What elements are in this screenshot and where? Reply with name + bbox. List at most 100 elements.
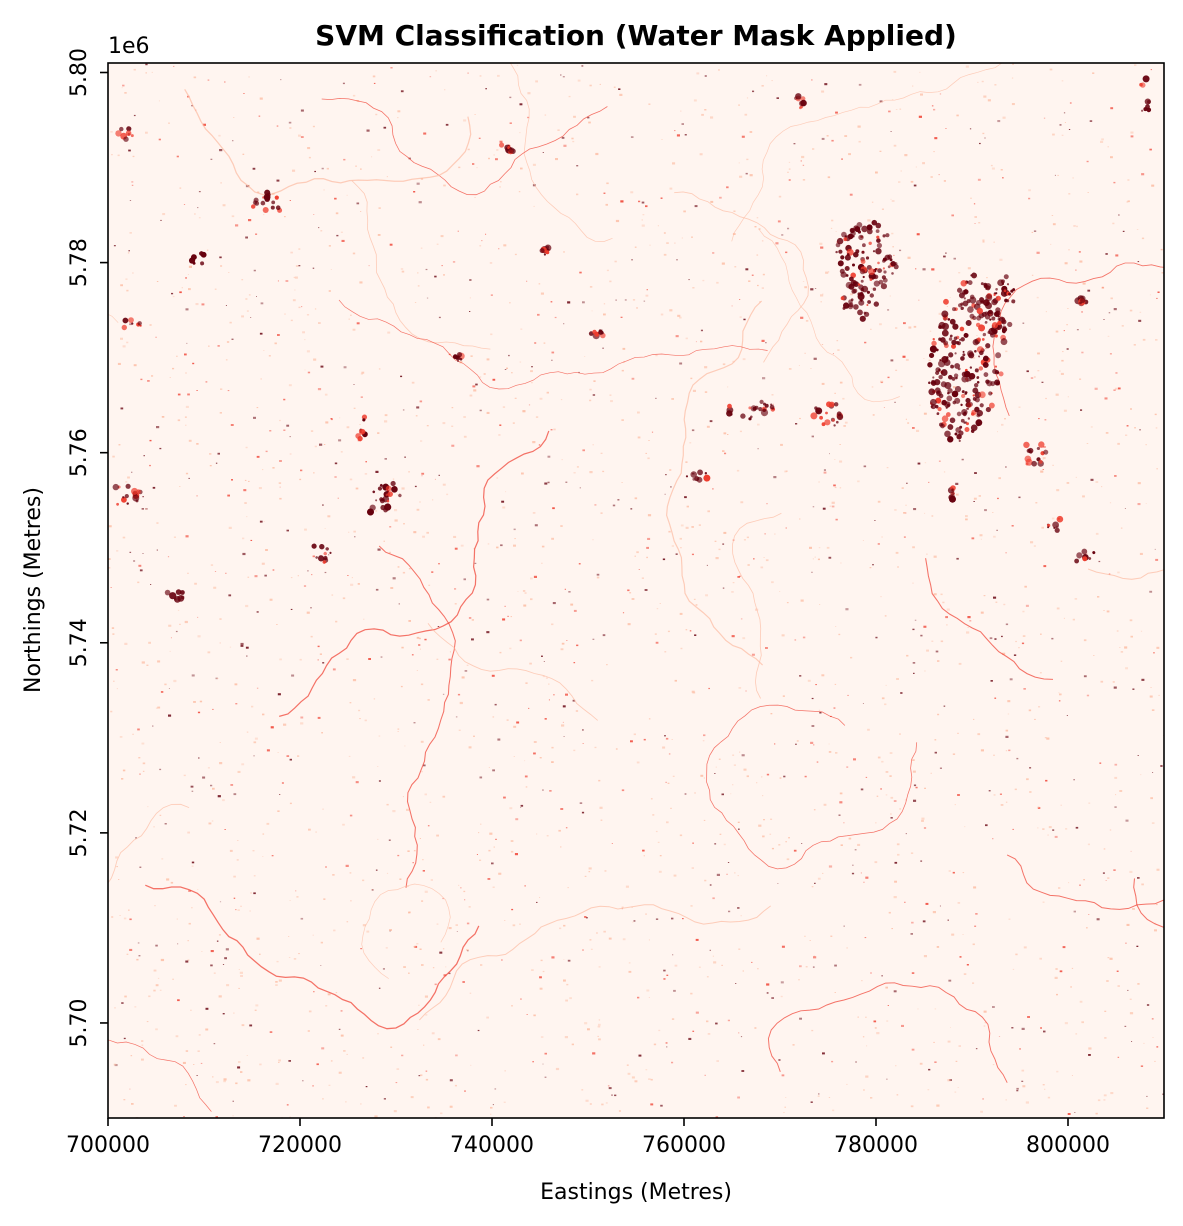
speckle xyxy=(912,582,914,584)
speckle xyxy=(1036,251,1040,254)
speckle xyxy=(397,728,400,730)
speckle xyxy=(719,833,722,835)
speckle xyxy=(533,1014,536,1017)
speckle xyxy=(255,233,258,235)
speckle xyxy=(532,1061,534,1063)
speckle xyxy=(416,636,420,639)
speckle xyxy=(1119,647,1121,648)
patch-pixel xyxy=(943,298,949,305)
drainage-line xyxy=(108,1039,212,1112)
speckle xyxy=(1095,532,1099,535)
patch-pixel xyxy=(953,336,958,341)
speckle xyxy=(456,931,458,932)
speckle xyxy=(185,308,189,311)
speckle xyxy=(520,804,524,807)
speckle xyxy=(563,979,566,982)
speckle xyxy=(479,245,482,247)
patch-pixel xyxy=(275,205,281,210)
patch-pixel xyxy=(836,413,844,421)
speckle xyxy=(680,524,684,527)
speckle xyxy=(1155,903,1158,906)
speckle xyxy=(637,996,640,999)
patch-pixel xyxy=(949,334,953,338)
patch-pixel xyxy=(868,268,875,275)
speckle xyxy=(255,1004,259,1007)
speckle xyxy=(1025,604,1029,607)
y-tick-label: 5.76 xyxy=(67,428,92,477)
speckle xyxy=(998,477,1001,480)
drainage-line xyxy=(419,904,772,1021)
speckle xyxy=(844,135,848,137)
speckle xyxy=(138,955,141,957)
speckle xyxy=(469,992,472,994)
speckle xyxy=(945,128,947,129)
patch-pixel xyxy=(860,299,863,302)
speckle xyxy=(185,960,189,963)
speckle xyxy=(242,537,245,540)
speckle xyxy=(1151,709,1155,711)
speckle xyxy=(420,683,424,686)
patch-pixel xyxy=(946,403,950,407)
patch-pixel xyxy=(858,299,865,306)
speckle xyxy=(781,234,784,236)
speckle xyxy=(185,372,187,374)
speckle xyxy=(899,108,902,110)
patch-pixel xyxy=(856,222,863,228)
speckle xyxy=(419,838,421,839)
speckle xyxy=(501,959,503,961)
speckle xyxy=(169,377,171,378)
speckle xyxy=(443,184,446,187)
speckle xyxy=(187,274,189,275)
speckle xyxy=(358,709,361,712)
speckle xyxy=(891,200,895,202)
speckle xyxy=(939,905,941,907)
speckle xyxy=(650,1078,653,1081)
speckle xyxy=(753,558,755,560)
speckle xyxy=(1125,819,1129,822)
speckle xyxy=(565,999,568,1002)
speckle xyxy=(466,922,470,925)
speckle xyxy=(934,137,938,140)
speckle xyxy=(436,243,439,245)
patch-pixel xyxy=(859,268,866,275)
speckle xyxy=(601,1103,604,1106)
speckle xyxy=(1079,1000,1083,1003)
speckle xyxy=(197,616,199,618)
speckle xyxy=(170,637,172,639)
speckle xyxy=(809,546,812,549)
speckle xyxy=(969,128,972,130)
speckle xyxy=(340,231,343,233)
speckle xyxy=(332,874,335,876)
speckle xyxy=(844,421,848,424)
speckle xyxy=(983,1010,987,1013)
speckle xyxy=(138,564,142,567)
speckle xyxy=(140,378,143,381)
speckle xyxy=(527,116,530,119)
speckle xyxy=(416,508,420,511)
speckle xyxy=(1105,432,1109,434)
speckle xyxy=(581,811,585,814)
speckle xyxy=(310,607,312,609)
speckle xyxy=(377,432,380,434)
speckle xyxy=(195,303,199,306)
speckle xyxy=(999,793,1002,795)
speckle xyxy=(1101,486,1103,488)
speckle xyxy=(131,1103,134,1105)
patch-pixel xyxy=(125,130,132,136)
speckle xyxy=(136,958,139,961)
patch-pixel xyxy=(871,219,878,226)
speckle xyxy=(952,871,955,874)
speckle xyxy=(187,831,190,834)
speckle xyxy=(470,355,473,357)
speckle xyxy=(928,481,930,483)
speckle xyxy=(891,99,894,101)
speckle xyxy=(784,470,787,473)
speckle xyxy=(637,436,641,439)
speckle xyxy=(129,1088,131,1090)
speckle xyxy=(219,256,222,259)
speckle xyxy=(738,162,740,164)
patch-pixel xyxy=(858,234,864,241)
speckle xyxy=(193,76,197,79)
patch-pixel xyxy=(945,406,948,409)
speckle xyxy=(252,850,255,852)
